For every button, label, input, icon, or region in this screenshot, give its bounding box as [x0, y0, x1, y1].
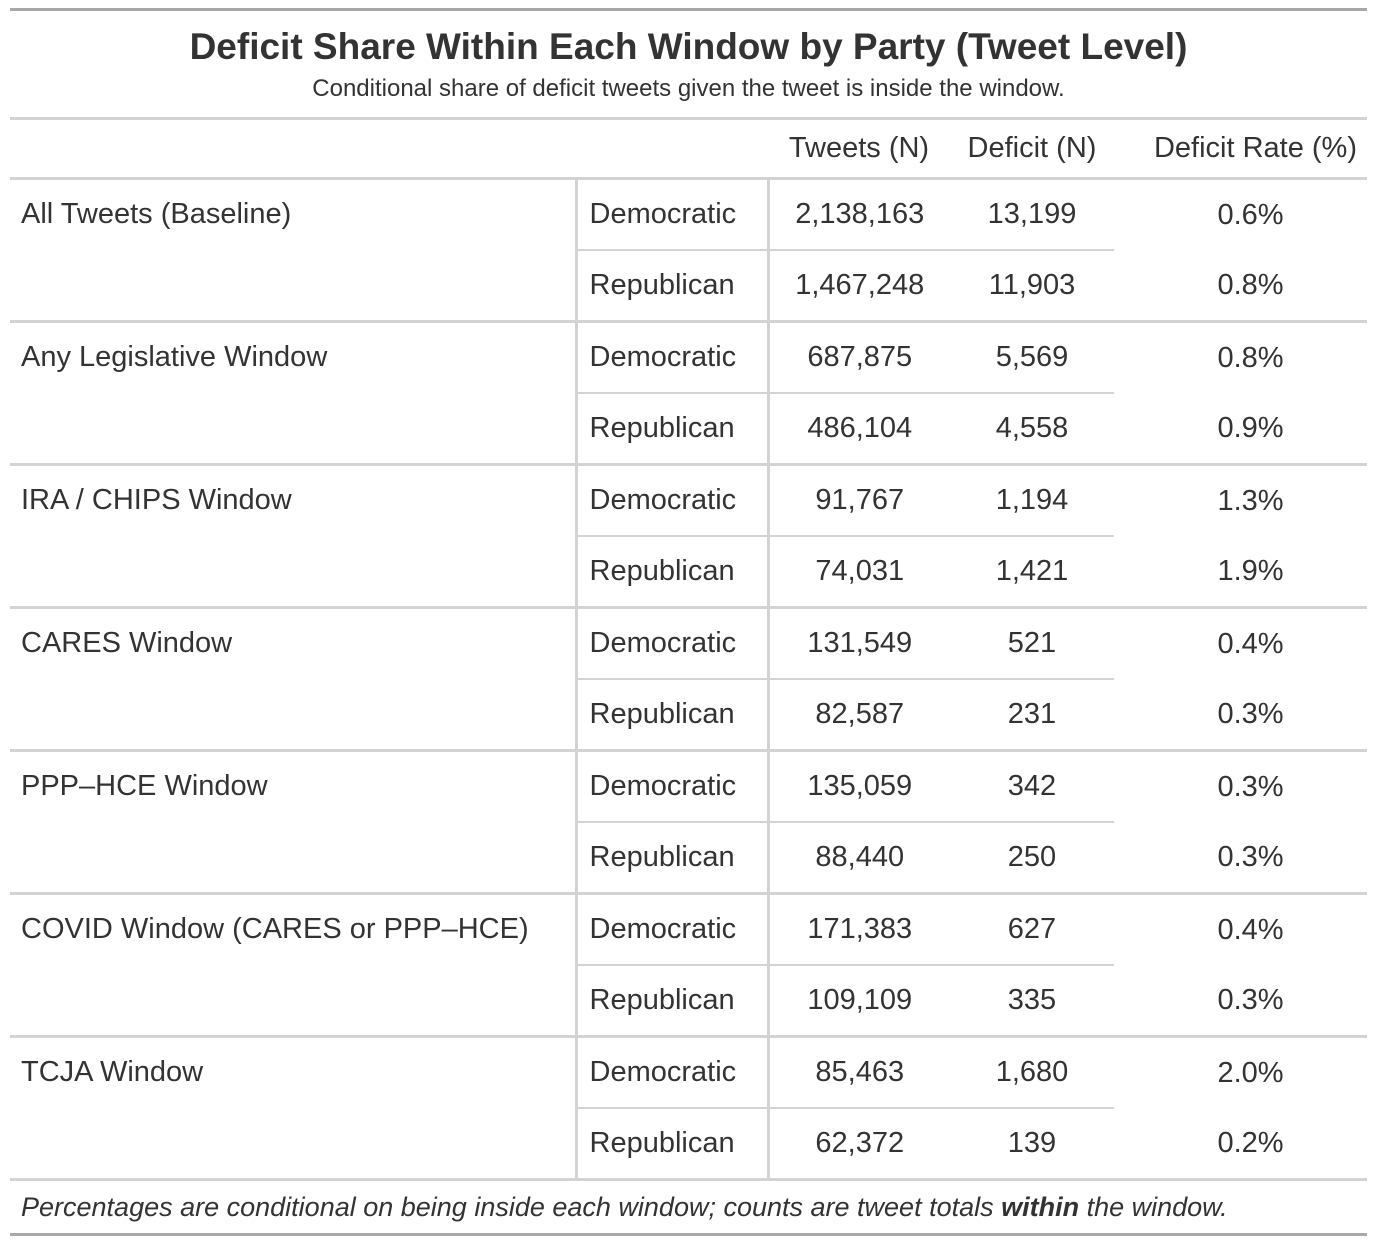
deficit-count: 231: [950, 678, 1114, 751]
deficit-count: 342: [950, 749, 1114, 822]
party-label: Democratic: [576, 749, 770, 822]
deficit-rate: 0.2%: [1217, 1126, 1284, 1159]
row-group-label: COVID Window (CARES or PPP–HCE): [10, 892, 578, 1037]
footer-rule: [10, 1178, 1367, 1181]
table-body: All Tweets (Baseline) Democratic 2,138,163…: [10, 178, 1367, 1178]
party-label: Republican: [576, 821, 770, 894]
footnote-text: Percentages are conditional on being ins…: [21, 1192, 1002, 1222]
table-row: TCJA Window Democratic 85,463 1,680 2.0%: [10, 1035, 1367, 1178]
party-label: Republican: [576, 964, 770, 1037]
table-row: Republican 109,109 335 0.3%: [10, 964, 1367, 1037]
footnote-emphasis: within: [1001, 1192, 1080, 1222]
party-label: Republican: [576, 392, 770, 465]
deficit-count: 1,421: [950, 535, 1114, 608]
table-title: Deficit Share Within Each Window by Part…: [189, 26, 1188, 67]
column-header-tweets: Tweets (N): [768, 120, 950, 180]
deficit-count: 4,558: [950, 392, 1114, 465]
deficit-count: 139: [950, 1107, 1114, 1178]
tweets-count: 74,031: [768, 535, 950, 608]
table-row: Republican 62,372 139 0.2%: [10, 1107, 1367, 1178]
row-group-label: TCJA Window: [10, 1035, 578, 1178]
party-label: Democratic: [576, 1035, 770, 1108]
deficit-count: 1,680: [950, 1035, 1114, 1108]
deficit-rate: 1.3%: [1114, 463, 1367, 536]
row-group-label: PPP–HCE Window: [10, 749, 578, 894]
tweets-count: 131,549: [768, 606, 950, 679]
table-row: Republican 486,104 4,558 0.9%: [10, 392, 1367, 465]
row-group-label: CARES Window: [10, 606, 578, 751]
deficit-count: 335: [950, 964, 1114, 1037]
tweets-count: 82,587: [768, 678, 950, 751]
deficit-rate: 0.3%: [1217, 697, 1284, 730]
table-row: Any Legislative Window Democratic 687,875 5…: [10, 320, 1367, 465]
tweets-count: 486,104: [768, 392, 950, 465]
deficit-count: 1,194: [950, 463, 1114, 536]
column-header-row: Tweets (N) Deficit (N) Deficit Rate (%): [10, 120, 1367, 180]
tweets-count: 135,059: [768, 749, 950, 822]
table-row: Republican 74,031 1,421 1.9%: [10, 535, 1367, 608]
party-label: Republican: [576, 249, 770, 322]
deficit-count: 627: [950, 892, 1114, 965]
row-group-label: Any Legislative Window: [10, 320, 578, 465]
deficit-rate: 2.0%: [1114, 1035, 1367, 1108]
table-row: CARES Window Democratic 131,549 521 0.4%: [10, 606, 1367, 751]
tweets-count: 1,467,248: [768, 249, 950, 322]
row-group-label: IRA / CHIPS Window: [10, 463, 578, 608]
tweets-count: 109,109: [768, 964, 950, 1037]
tweets-count: 85,463: [768, 1035, 950, 1108]
deficit-rate: 1.9%: [1217, 554, 1284, 587]
table-row: PPP–HCE Window Democratic 135,059 342 0.3%: [10, 749, 1367, 894]
party-label: Republican: [576, 678, 770, 751]
table-row: Republican 88,440 250 0.3%: [10, 821, 1367, 894]
data-table: Tweets (N) Deficit (N) Deficit Rate (%) …: [10, 120, 1367, 1178]
deficit-rate: 0.8%: [1114, 320, 1367, 393]
deficit-rate: 0.9%: [1217, 411, 1284, 444]
deficit-count: 11,903: [950, 249, 1114, 322]
party-label: Democratic: [576, 320, 770, 393]
table-row: Republican 1,467,248 11,903 0.8%: [10, 249, 1367, 322]
table-row: All Tweets (Baseline) Democratic 2,138,163…: [10, 178, 1367, 322]
party-label: Democratic: [576, 178, 770, 250]
table-row: Republican 82,587 231 0.3%: [10, 678, 1367, 751]
deficit-rate: 0.4%: [1114, 606, 1367, 679]
deficit-count: 521: [950, 606, 1114, 679]
table-row: IRA / CHIPS Window Democratic 91,767 1,194 1…: [10, 463, 1367, 608]
tweets-count: 687,875: [768, 320, 950, 393]
tweets-count: 88,440: [768, 821, 950, 894]
table-container: Deficit Share Within Each Window by Part…: [10, 8, 1367, 1236]
party-label: Democratic: [576, 606, 770, 679]
tweets-count: 62,372: [768, 1107, 950, 1178]
bottom-rule: [10, 1233, 1367, 1236]
column-header-rate: Deficit Rate (%): [1114, 120, 1367, 180]
table-subtitle: Conditional share of deficit tweets give…: [312, 75, 1065, 102]
deficit-rate: 0.3%: [1217, 840, 1284, 873]
deficit-rate: 0.3%: [1114, 749, 1367, 822]
tweets-count: 2,138,163: [795, 198, 925, 230]
column-header-party: [576, 120, 768, 180]
party-label: Republican: [576, 535, 770, 608]
top-rule: [10, 8, 1367, 11]
deficit-count: 250: [950, 821, 1114, 894]
table-row: COVID Window (CARES or PPP–HCE) Democrati…: [10, 892, 1367, 1037]
deficit-rate: 0.4%: [1114, 892, 1367, 965]
party-label: Democratic: [576, 463, 770, 536]
column-header-deficit: Deficit (N): [950, 120, 1114, 180]
party-label: Democratic: [576, 892, 770, 965]
tweets-count: 91,767: [768, 463, 950, 536]
row-group-label: All Tweets (Baseline): [10, 178, 578, 322]
tweets-count: 171,383: [768, 892, 950, 965]
heading-rule: [10, 117, 1367, 120]
footnote-text-end: the window.: [1079, 1192, 1228, 1222]
party-label: Republican: [576, 1107, 770, 1178]
deficit-count: 13,199: [987, 198, 1077, 230]
deficit-rate: 0.3%: [1217, 983, 1284, 1016]
deficit-count: 5,569: [950, 320, 1114, 393]
table-footnote: Percentages are conditional on being ins…: [10, 1181, 1367, 1233]
column-header-group: [10, 120, 576, 180]
deficit-rate: 0.8%: [1217, 268, 1284, 301]
deficit-rate: 0.6%: [1217, 198, 1284, 231]
